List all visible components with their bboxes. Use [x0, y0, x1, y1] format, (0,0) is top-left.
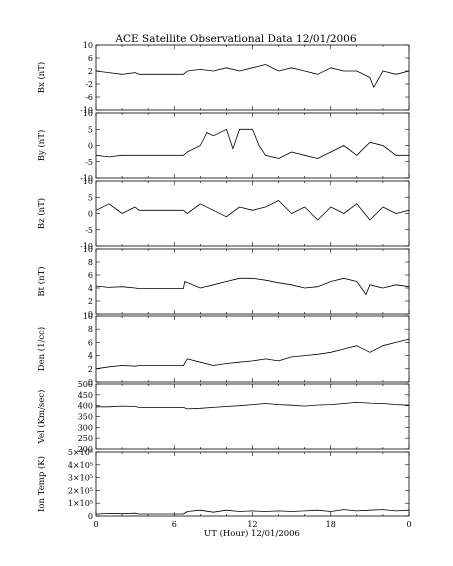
y-tick-label: 2 — [88, 365, 93, 374]
y-tick-label: -10 — [80, 174, 93, 183]
y-tick-label: 350 — [78, 413, 93, 422]
y-axis-label: Ion Temp (K) — [36, 456, 47, 512]
data-line — [95, 277, 410, 295]
y-tick-label: -10 — [80, 106, 93, 115]
x-tick-label: 0 — [406, 520, 411, 529]
y-tick-label: 10 — [83, 312, 93, 321]
panel-frame — [95, 383, 410, 450]
y-axis-label: Bt (nT) — [36, 266, 47, 296]
y-tick-label: 8 — [88, 258, 93, 267]
panel-frame — [95, 112, 410, 179]
x-tick-label: 0 — [93, 520, 98, 529]
y-tick-label: 6 — [88, 54, 93, 63]
y-tick-label: 10 — [83, 109, 93, 118]
y-tick-label: 450 — [78, 391, 93, 400]
data-line — [95, 64, 410, 88]
x-tick-label: 12 — [247, 520, 257, 529]
y-tick-label: 10 — [83, 245, 93, 254]
y-tick-label: 200 — [78, 445, 93, 454]
y-tick-label: 6 — [88, 338, 93, 347]
data-line — [95, 338, 410, 370]
y-tick-label: 5 — [88, 125, 93, 134]
y-tick-label: -5 — [85, 226, 93, 235]
panel-7: 0 1×10⁵ 2×10⁵ 3×10⁵ 4×10⁵ 5×10⁵ Ion Temp (K) — [36, 448, 410, 521]
y-tick-label: 10 — [83, 177, 93, 186]
y-tick-label: 0 — [88, 210, 93, 219]
panel-4: 0 2 4 6 8 10 Bt (nT) — [36, 245, 410, 319]
y-tick-label: 8 — [88, 325, 93, 334]
x-tick-label: 6 — [172, 520, 177, 529]
y-tick-label: -5 — [85, 158, 93, 167]
data-line — [95, 509, 410, 515]
x-axis-label: UT (Hour) 12/01/2006 — [204, 528, 300, 539]
panel-frame — [95, 248, 410, 315]
y-tick-label: 0 — [88, 310, 93, 319]
y-tick-label: 5×10⁵ — [68, 448, 93, 457]
y-axis-label: By (nT) — [36, 130, 47, 162]
y-tick-label: 500 — [78, 380, 93, 389]
y-tick-label: 2×10⁵ — [68, 486, 93, 495]
y-tick-label: 4×10⁵ — [68, 461, 93, 470]
y-tick-label: 0 — [88, 142, 93, 151]
panel-frame — [95, 315, 410, 383]
panel-2: -10 -5 0 5 10 By (nT) — [36, 109, 410, 183]
y-axis-label: Den (1/cc) — [36, 327, 47, 371]
x-tick-label: 18 — [326, 520, 336, 529]
y-axis-label: Bx (nT) — [36, 62, 47, 94]
y-axis-label: Vel (Km/sec) — [36, 390, 47, 445]
y-tick-label: 0 — [88, 378, 93, 387]
panel-3: -10 -5 0 5 10 Bz (nT) — [36, 177, 410, 251]
panel-frame — [95, 44, 410, 111]
y-tick-label: -10 — [80, 242, 93, 251]
y-tick-label: 400 — [78, 402, 93, 411]
panels: -10 -6 -2 2 6 10 Bx (nT) -10 -5 0 5 10 By (nT) -10 -5 0… — [36, 41, 410, 521]
y-tick-label: 300 — [78, 423, 93, 432]
y-axis-label: Bz (nT) — [36, 198, 47, 229]
y-tick-label: 4 — [88, 352, 93, 361]
panel-5: 0 2 4 6 8 10 Den (1/cc) — [36, 312, 410, 387]
y-tick-label: 1×10⁵ — [68, 499, 93, 508]
y-tick-label: -6 — [85, 93, 93, 102]
x-tick-labels: 0 6 12 18 0 — [93, 520, 411, 529]
y-tick-label: 0 — [88, 512, 93, 521]
y-tick-label: 2 — [88, 67, 93, 76]
y-tick-label: -2 — [85, 80, 93, 89]
data-line — [95, 200, 410, 221]
panel-1: -10 -6 -2 2 6 10 Bx (nT) — [36, 41, 410, 115]
y-tick-label: 10 — [83, 41, 93, 50]
y-tick-label: 250 — [78, 434, 93, 443]
y-tick-label: 5 — [88, 193, 93, 202]
y-tick-label: 4 — [88, 284, 93, 293]
y-tick-label: 3×10⁵ — [68, 474, 93, 483]
panel-frame — [95, 180, 410, 247]
panel-frame — [95, 451, 410, 517]
data-line — [95, 128, 409, 159]
y-tick-label: 6 — [88, 271, 93, 280]
y-tick-label: 2 — [88, 297, 93, 306]
chart-title: ACE Satellite Observational Data 12/01/2… — [114, 33, 356, 45]
data-line — [96, 401, 410, 410]
